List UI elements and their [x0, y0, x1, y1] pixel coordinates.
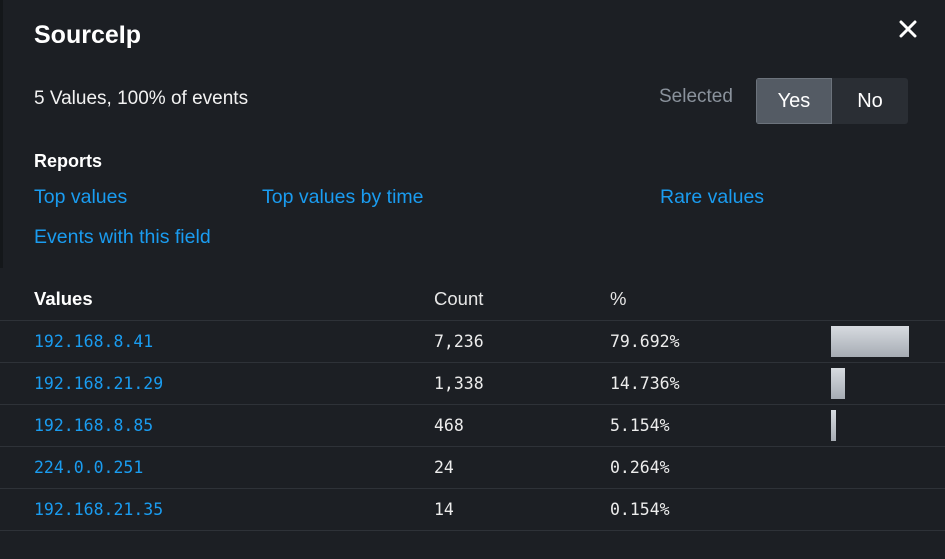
top-values-by-time-link[interactable]: Top values by time [262, 186, 424, 208]
row-value-link[interactable]: 192.168.8.85 [34, 416, 154, 435]
reports-heading: Reports [34, 151, 103, 171]
percent-bar-track [831, 410, 909, 441]
selected-label: Selected [659, 86, 733, 107]
header-count: Count [434, 288, 484, 309]
table-row: 192.168.21.29 1,338 14.736% [0, 363, 945, 405]
selected-yes-button[interactable]: Yes [756, 78, 832, 124]
row-value-link[interactable]: 192.168.21.35 [34, 500, 164, 519]
percent-bar-track [831, 326, 909, 357]
selected-no-button[interactable]: No [832, 78, 908, 124]
rare-values-link[interactable]: Rare values [660, 186, 765, 208]
selected-toggle: Yes No [756, 78, 908, 124]
row-count: 7,236 [434, 332, 484, 351]
row-percent: 14.736% [610, 374, 680, 393]
table-row: 224.0.0.251 24 0.264% [0, 447, 945, 489]
table-row: 192.168.8.85 468 5.154% [0, 405, 945, 447]
table-row: 192.168.8.41 7,236 79.692% [0, 321, 945, 363]
percent-bar-track [831, 368, 909, 399]
panel-title: SourceIp [34, 21, 141, 49]
percent-bar-track [831, 494, 909, 525]
row-count: 24 [434, 458, 454, 477]
row-count: 468 [434, 416, 464, 435]
row-count: 14 [434, 500, 454, 519]
close-icon [899, 20, 917, 38]
values-summary: 5 Values, 100% of events [34, 88, 249, 109]
percent-bar-track [831, 452, 909, 483]
percent-bar [831, 368, 845, 399]
panel-edge [0, 0, 3, 268]
row-percent: 0.264% [610, 458, 670, 477]
row-value-link[interactable]: 224.0.0.251 [34, 458, 144, 477]
row-percent: 0.154% [610, 500, 670, 519]
header-values: Values [34, 288, 93, 309]
row-percent: 79.692% [610, 332, 680, 351]
row-value-link[interactable]: 192.168.21.29 [34, 374, 164, 393]
percent-bar [831, 410, 836, 441]
header-percent: % [610, 288, 627, 309]
row-value-link[interactable]: 192.168.8.41 [34, 332, 154, 351]
row-count: 1,338 [434, 374, 484, 393]
percent-bar [831, 326, 909, 357]
top-values-link[interactable]: Top values [34, 186, 128, 208]
values-table: Values Count % 192.168.8.41 7,236 79.692… [0, 280, 945, 531]
row-percent: 5.154% [610, 416, 670, 435]
table-row: 192.168.21.35 14 0.154% [0, 489, 945, 531]
events-with-field-link[interactable]: Events with this field [34, 226, 211, 248]
close-button[interactable] [893, 14, 923, 44]
table-header: Values Count % [0, 280, 945, 321]
